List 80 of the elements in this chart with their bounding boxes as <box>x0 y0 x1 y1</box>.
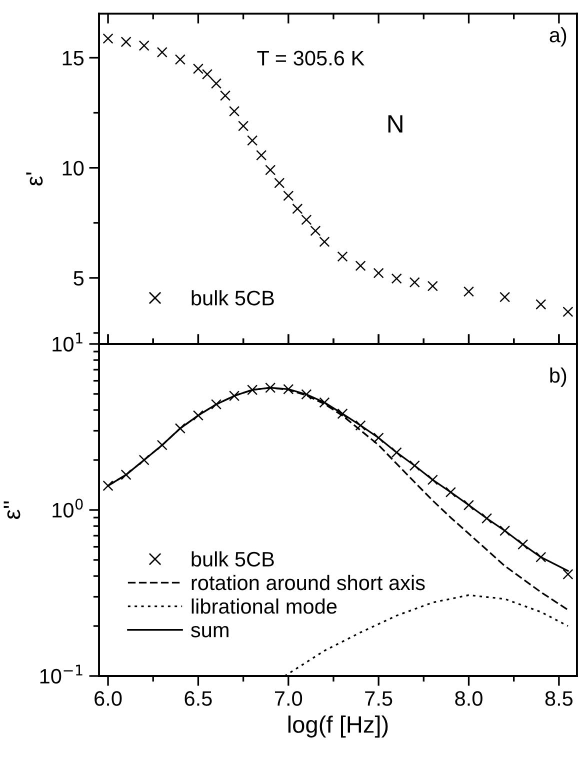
point <box>102 480 114 492</box>
x-tick-label: 6.5 <box>184 691 212 706</box>
annotation: a) <box>550 27 566 47</box>
point <box>310 226 321 236</box>
point <box>174 423 186 434</box>
point <box>409 460 420 471</box>
y-tick-label: 5 <box>74 271 84 286</box>
point <box>156 46 168 58</box>
point <box>202 68 213 80</box>
y-tick-label: 10$^{−1}$ <box>40 664 82 684</box>
y-tick-label: 10$^{0}$ <box>52 498 83 518</box>
point <box>283 384 294 394</box>
point <box>229 390 240 402</box>
legend-label: rotation around short axis <box>192 574 425 590</box>
x-axis-title: log(f [Hz]) <box>288 716 388 738</box>
x-tick-label: 6.0 <box>94 691 122 706</box>
point <box>500 525 510 536</box>
point <box>536 299 546 310</box>
x-tick-label: 7.5 <box>365 691 392 706</box>
point <box>500 292 510 302</box>
point <box>102 33 114 44</box>
point <box>156 440 168 450</box>
y-axis-title: ε' <box>26 172 43 186</box>
legend-label: sum <box>191 626 228 638</box>
x-tick-label: 7.0 <box>274 691 302 706</box>
annotation: b) <box>550 367 566 387</box>
point <box>518 539 528 550</box>
point <box>220 90 231 101</box>
point <box>120 469 132 480</box>
point <box>562 568 574 580</box>
point <box>210 399 222 410</box>
point <box>482 513 492 524</box>
x-tick-label: 8.0 <box>455 691 482 706</box>
point <box>265 164 276 176</box>
point <box>427 474 438 486</box>
point <box>138 40 150 51</box>
annotation: T = 305.6 K <box>257 50 364 66</box>
y-tick-label: 10$^{1}$ <box>52 332 82 352</box>
point <box>536 552 546 562</box>
point <box>355 260 366 272</box>
point <box>445 486 456 498</box>
point <box>247 384 258 396</box>
point <box>192 63 204 74</box>
point <box>265 382 276 394</box>
point <box>274 178 285 188</box>
point <box>427 280 438 292</box>
point <box>562 306 574 318</box>
point <box>120 36 132 48</box>
point <box>247 135 258 146</box>
x-tick-label: 8.5 <box>545 691 573 706</box>
point <box>409 277 420 288</box>
annotation: N <box>388 115 402 132</box>
point <box>319 397 330 408</box>
point <box>463 500 474 510</box>
point <box>174 54 186 65</box>
point <box>256 150 267 161</box>
y-axis-title: ε'' <box>4 501 20 519</box>
point <box>192 410 204 421</box>
point <box>391 447 402 458</box>
point <box>337 408 348 420</box>
point <box>391 273 402 284</box>
y-tick-label: 15 <box>62 50 84 66</box>
point <box>463 286 474 297</box>
legend-label: librational mode <box>192 598 337 614</box>
point <box>292 203 303 214</box>
point <box>238 120 249 132</box>
point <box>373 432 384 444</box>
legend-label: bulk 5CB <box>192 551 274 567</box>
point <box>319 236 330 248</box>
point <box>283 190 294 202</box>
y-tick-label: 10 <box>62 160 84 176</box>
point <box>138 454 150 466</box>
point <box>210 78 222 89</box>
legend-label: bulk 5CB <box>192 290 274 306</box>
point <box>301 389 312 400</box>
point <box>355 420 366 431</box>
point <box>229 106 240 117</box>
point <box>373 268 384 278</box>
point <box>337 251 348 262</box>
point <box>301 214 312 226</box>
